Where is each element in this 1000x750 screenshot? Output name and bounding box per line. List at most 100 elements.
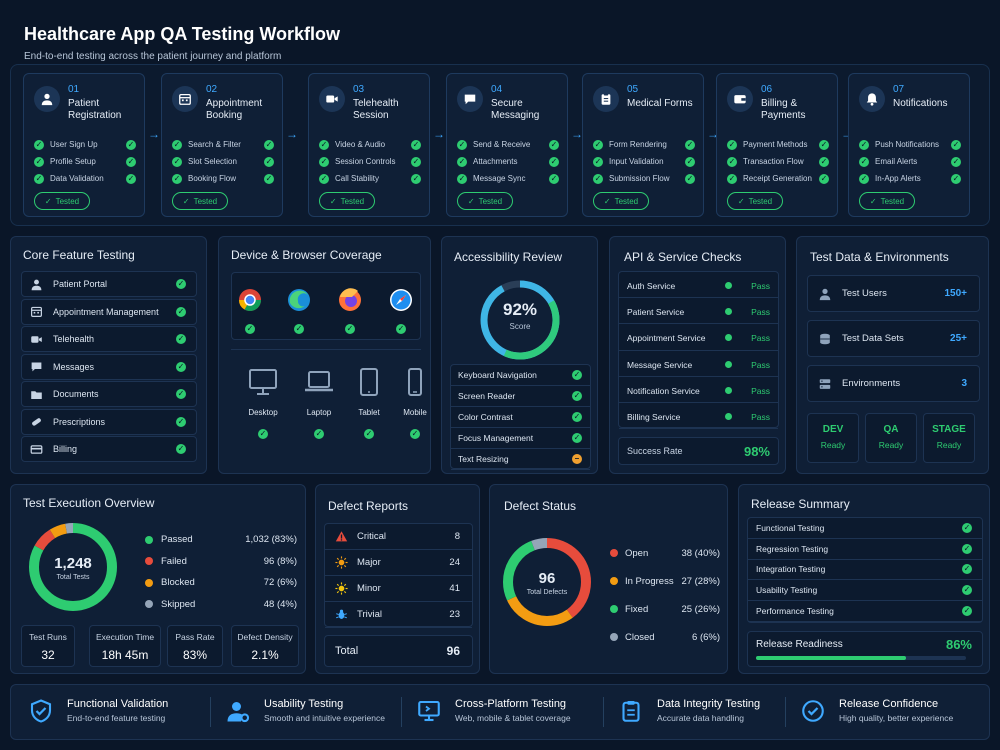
workflow-step-card[interactable]: 02 Appointment Booking ✓ Search & Filter ✓ ✓ S…: [161, 73, 283, 217]
tested-label: Tested: [880, 196, 905, 206]
legend-label-wrap: Failed: [145, 556, 187, 567]
tested-badge: ✓ Tested: [859, 192, 915, 210]
core-feature-item[interactable]: Messages ✓: [21, 353, 197, 380]
core-feature-label: Prescriptions: [53, 416, 106, 427]
step-item-label-wrap: ✓ Call Stability: [319, 173, 379, 184]
total-tests-value: 1,248: [54, 555, 92, 572]
legend-dot: [145, 557, 153, 566]
check-icon: ✓: [859, 139, 869, 150]
step-check-item: ✓ Payment Methods ✓: [727, 136, 829, 153]
core-feature-item[interactable]: Documents ✓: [21, 381, 197, 407]
tested-label: Tested: [478, 196, 503, 206]
workflow-step-card[interactable]: 05 Medical Forms ✓ Form Rendering ✓ ✓ Input Va…: [582, 73, 704, 217]
api-service-label: Patient Service: [627, 307, 685, 318]
core-feature-item[interactable]: Patient Portal ✓: [21, 271, 197, 297]
total-defects-label: Total Defects: [526, 589, 568, 596]
defect-status-panel: Defect Status 96 Total Defects Open 38 (4…: [489, 484, 728, 674]
step-item-label: Attachments: [473, 157, 518, 166]
readiness-track: [756, 656, 966, 660]
legend-dot: [610, 577, 618, 585]
release-item: Functional Testing ✓: [748, 518, 982, 539]
accessibility-item: Color Contrast ✓: [451, 407, 590, 428]
arrow-right-icon: →: [433, 127, 445, 141]
chat-icon: [464, 94, 476, 105]
api-list: Auth Service Pass Patient Service Pass Appoi…: [618, 271, 779, 430]
workflow-step-card[interactable]: 04 Secure Messaging ✓ Send & Receive ✓ ✓ Attac…: [446, 73, 568, 217]
accessibility-panel: Accessibility Review 92% Score Keyboard …: [441, 236, 598, 474]
step-item-label-wrap: ✓ Email Alerts: [859, 156, 917, 167]
device-coverage-panel: Device & Browser Coverage ✓ ✓ ✓ ✓ Deskto…: [218, 236, 431, 474]
step-item-label: Search & Filter: [188, 140, 241, 149]
browser-box: ✓ ✓ ✓ ✓: [231, 272, 421, 340]
step-item-label-wrap: ✓ Data Validation: [34, 173, 104, 184]
severity-label-wrap: Major: [335, 556, 381, 569]
env-dev[interactable]: DEV Ready: [807, 413, 859, 463]
core-feature-item[interactable]: Prescriptions ✓: [21, 408, 197, 435]
check-icon: ✓: [549, 139, 559, 150]
severity-count: 24: [449, 557, 460, 568]
env-stage[interactable]: STAGE Ready: [923, 413, 975, 463]
testdata-value: 25+: [950, 333, 967, 344]
check-icon: ✓: [34, 173, 44, 184]
tested-badge: ✓ Tested: [457, 192, 513, 210]
step-check-item: ✓ Session Controls ✓: [319, 153, 421, 170]
check-icon: ✓: [319, 156, 329, 167]
step-item-label-wrap: ✓ Transaction Flow: [727, 156, 804, 167]
footer-text: Data Integrity Testing Accurate data hand…: [657, 698, 760, 723]
core-feature-item[interactable]: Telehealth ✓: [21, 326, 197, 352]
legend-value: 48 (4%): [263, 598, 297, 610]
workflow-step-card[interactable]: 07 Notifications ✓ Push Notifications ✓ ✓ Emai…: [848, 73, 970, 217]
stat-label: Test Runs: [29, 632, 67, 642]
legend-label: Skipped: [161, 598, 196, 610]
step-item-label-wrap: ✓ Input Validation: [593, 156, 664, 167]
donut-segment: [29, 523, 117, 611]
legend-label-wrap: Closed: [610, 632, 655, 643]
status-dot: [725, 334, 732, 342]
check-icon: ✓: [319, 173, 329, 184]
tested-label: Tested: [340, 196, 365, 206]
readiness-value: 86%: [945, 637, 972, 652]
env-qa[interactable]: QA Ready: [865, 413, 917, 463]
tested-label: Tested: [614, 196, 639, 206]
bell-icon: [866, 93, 878, 106]
check-icon: ✓: [457, 156, 467, 167]
accessibility-item: Focus Management ✓: [451, 428, 590, 449]
testdata-value: 3: [961, 378, 967, 389]
workflow-step-card[interactable]: 01 Patient Registration ✓ User Sign Up ✓ ✓ Pro…: [23, 73, 145, 217]
step-check-item: ✓ Profile Setup ✓: [34, 153, 136, 170]
core-feature-label-wrap: Prescriptions: [30, 415, 105, 428]
testdata-panel: Test Data & Environments Test Users 150+ T…: [796, 236, 989, 474]
testdata-label: Environments: [842, 378, 901, 389]
core-feature-item[interactable]: Appointment Management ✓: [21, 298, 197, 325]
pill-icon: [32, 418, 41, 426]
api-panel: API & Service Checks Auth Service Pass Pat…: [609, 236, 786, 474]
core-feature-label-wrap: Appointment Management: [30, 305, 159, 318]
check-icon: ✓: [176, 444, 186, 454]
check-icon: ✓: [411, 139, 421, 150]
legend-dot: [610, 605, 618, 613]
execution-stat: Test Runs 32: [21, 625, 75, 667]
calendar-icon: [179, 93, 191, 105]
core-feature-item[interactable]: Billing ✓: [21, 436, 197, 462]
footer-title: Functional Validation: [67, 698, 169, 710]
step-item-label: Message Sync: [473, 174, 526, 183]
testdata-title: Test Data & Environments: [810, 250, 949, 264]
core-feature-label: Patient Portal: [53, 279, 108, 289]
legend-label: Closed: [625, 631, 655, 643]
check-icon: ✓: [457, 173, 467, 184]
status-dot: [725, 308, 732, 316]
step-check-item: ✓ Transaction Flow ✓: [727, 153, 829, 170]
release-list: Functional Testing ✓ Regression Testing ✓ In…: [747, 517, 983, 623]
step-item-label-wrap: ✓ Submission Flow: [593, 173, 669, 184]
laptop-icon: [305, 371, 333, 392]
legend-value: 27 (28%): [681, 575, 720, 587]
step-item-label: In-App Alerts: [875, 174, 921, 183]
accessibility-item: Keyboard Navigation ✓: [451, 365, 590, 386]
env-name: DEV: [822, 424, 844, 435]
video-icon: [31, 335, 42, 343]
step-check-item: ✓ Email Alerts ✓: [859, 153, 961, 170]
score-text: 92% Score: [475, 300, 565, 331]
step-name: Telehealth Session: [353, 98, 399, 121]
workflow-step-card[interactable]: 06 Billing & Payments ✓ Payment Methods ✓ ✓ Tr…: [716, 73, 838, 217]
workflow-step-card[interactable]: 03 Telehealth Session ✓ Video & Audio ✓ ✓ Sess…: [308, 73, 430, 217]
